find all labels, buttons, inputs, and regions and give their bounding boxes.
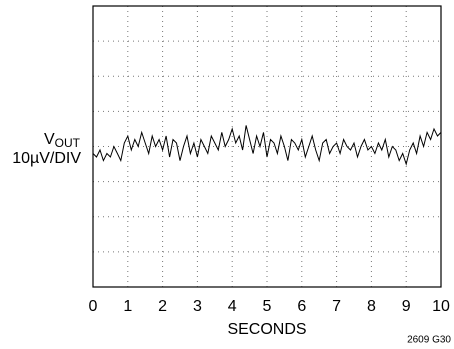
x-tick-label: 9 [402,298,411,315]
y-label-scale: 10µV/DIV [12,150,81,167]
y-label-subscript: OUT [55,136,81,150]
x-tick-label: 1 [123,298,132,315]
x-tick-label: 7 [332,298,341,315]
x-tick-label: 4 [228,298,237,315]
x-tick-label: 3 [193,298,202,315]
plot-frame [92,5,442,288]
noise-trace [92,125,442,166]
y-label-main: V [44,131,55,148]
y-label: VOUT [44,131,81,150]
x-tick-label: 5 [263,298,272,315]
x-axis-label: SECONDS [227,321,306,338]
x-tick-label: 10 [432,298,450,315]
x-tick-label: 0 [89,298,98,315]
x-tick-label: 6 [297,298,306,315]
x-tick-label: 8 [367,298,376,315]
x-tick-label: 2 [158,298,167,315]
figure-id: 2609 G30 [407,335,451,346]
